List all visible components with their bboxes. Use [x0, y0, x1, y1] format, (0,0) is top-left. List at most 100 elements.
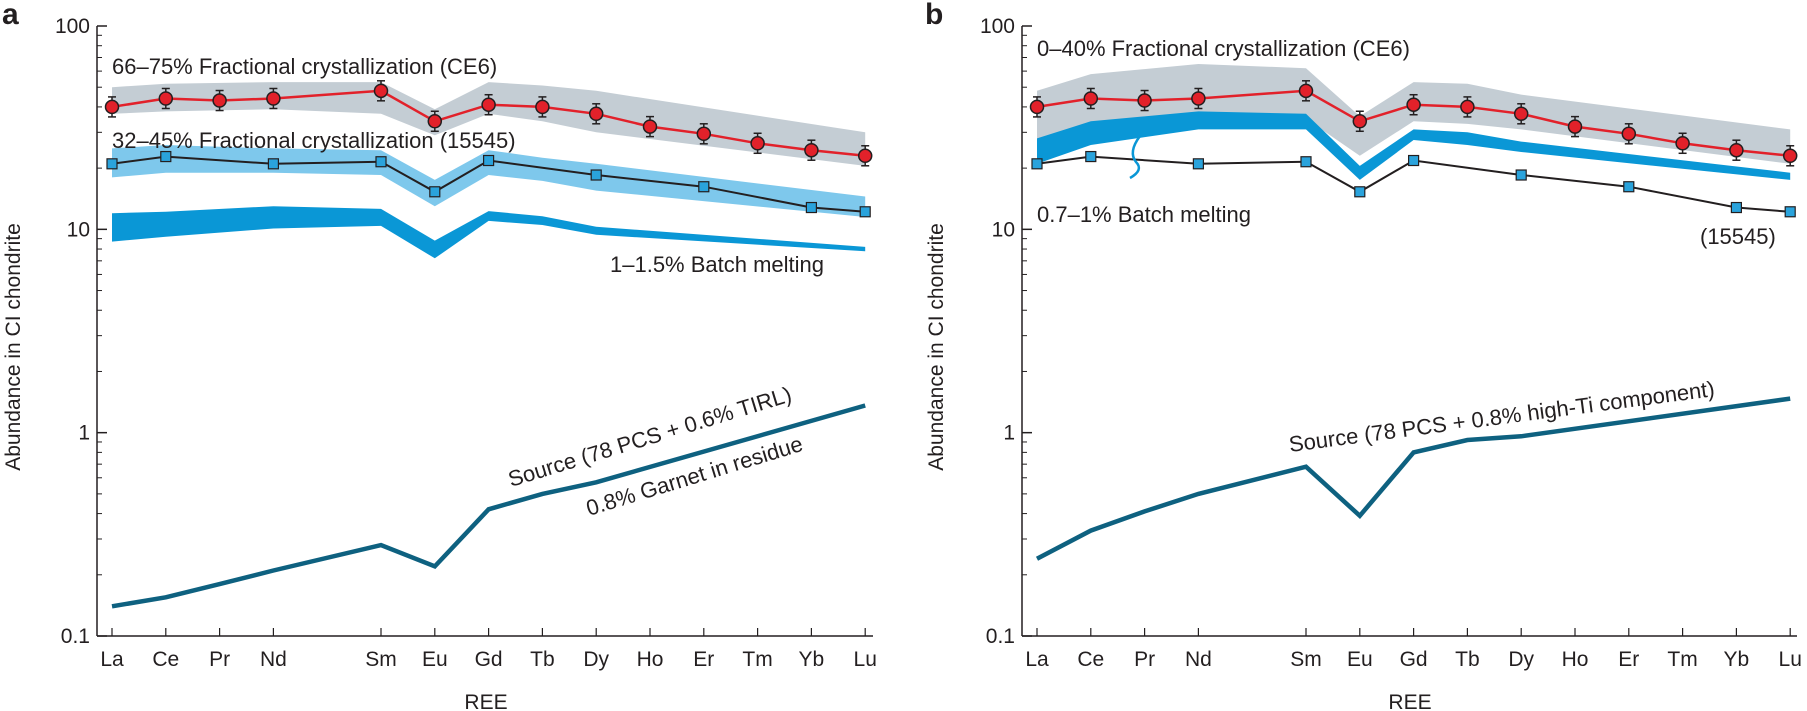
panel-b-letter: b: [925, 0, 943, 31]
data-point-15545: [1515, 169, 1527, 181]
series-line-source: [1035, 396, 1791, 561]
data-point-ce6: [1137, 93, 1152, 108]
data-point-ce6: [104, 99, 120, 115]
x-tick-label: Dy: [1508, 648, 1534, 671]
x-tick-label: Ho: [637, 648, 664, 671]
y-tick-label: 0.1: [61, 625, 90, 648]
y-tick-label: 100: [55, 15, 90, 38]
x-tick-label: Tb: [530, 648, 555, 671]
data-point-ce6: [642, 119, 658, 134]
x-tick-label: La: [100, 648, 124, 671]
data-point-15545: [1300, 156, 1312, 168]
x-axis-label: REE: [464, 691, 507, 711]
data-point-ce6: [427, 114, 443, 129]
x-tick-label: Gd: [475, 648, 503, 671]
x-tick-label: Lu: [854, 648, 877, 671]
x-tick-label: Er: [693, 648, 714, 671]
x-tick-label: Yb: [1724, 648, 1750, 671]
data-point-ce6: [1513, 106, 1529, 122]
data-point-15545: [106, 158, 118, 170]
x-axis-label: REE: [1388, 691, 1431, 711]
data-point-15545: [859, 206, 871, 218]
x-tick-label: Lu: [1779, 648, 1802, 671]
data-point-ce6: [1191, 91, 1206, 106]
x-tick-label: Yb: [799, 648, 825, 671]
band-gray: [112, 82, 866, 166]
x-tick-label: Er: [1618, 648, 1639, 671]
data-point-ce6: [1406, 97, 1421, 112]
y-tick-label: 10: [67, 218, 90, 241]
series-line-15545: [111, 155, 866, 213]
data-point-ce6: [1729, 142, 1744, 158]
data-point-15545: [483, 154, 495, 167]
series-line-ce6: [1036, 89, 1791, 158]
data-point-15545: [429, 186, 441, 198]
panel-a-chart: 0.1 1 10 100 La Ce Pr Nd Sm Eu Gd Tb Dy Ho Er Tm Yb Lu 66…: [2, 15, 877, 711]
x-tick-label: Dy: [583, 648, 609, 671]
data-point-15545: [1031, 158, 1043, 170]
batch-melting-leader: [1129, 135, 1142, 180]
data-point-ce6: [750, 136, 765, 151]
x-tick-label: Gd: [1400, 648, 1428, 671]
data-point-ce6: [1621, 126, 1637, 142]
data-point-ce6: [1460, 99, 1475, 115]
x-tick-label: Pr: [1134, 648, 1155, 671]
data-point-15545: [1085, 150, 1097, 163]
data-point-15545: [805, 201, 818, 214]
x-tick-label: Eu: [1347, 648, 1373, 671]
y-tick-label: 10: [992, 218, 1015, 241]
data-point-15545: [1784, 206, 1796, 218]
data-point-ce6: [535, 99, 550, 115]
x-tick-label: La: [1025, 648, 1049, 671]
data-point-15545: [1407, 154, 1420, 167]
data-point-15545: [1730, 201, 1743, 214]
x-tick-label: Eu: [422, 648, 448, 671]
data-point-15545: [375, 156, 387, 168]
data-point-ce6: [1567, 119, 1583, 134]
annotation-fc-ce6: 66–75% Fractional crystallization (CE6): [112, 54, 497, 79]
data-point-ce6: [1083, 91, 1099, 106]
annotation-batch-melting: 1–1.5% Batch melting: [610, 252, 824, 277]
data-point-ce6: [588, 106, 604, 122]
x-tick-label: Tb: [1455, 648, 1480, 671]
data-point-15545: [1192, 158, 1205, 170]
panel-a-letter: a: [2, 0, 19, 31]
x-tick-label: Sm: [365, 648, 397, 671]
data-point-15545: [1354, 186, 1366, 198]
data-point-15545: [1623, 181, 1635, 193]
x-tick-label: Sm: [1290, 648, 1322, 671]
data-point-ce6: [158, 91, 174, 106]
data-point-15545: [267, 158, 279, 170]
x-tick-label: Tm: [742, 648, 772, 671]
data-point-ce6: [857, 148, 873, 164]
data-point-15545: [590, 169, 602, 181]
data-point-ce6: [1298, 83, 1314, 99]
series-line-15545: [1036, 155, 1791, 213]
data-point-ce6: [1029, 99, 1045, 115]
data-point-ce6: [1675, 136, 1690, 151]
y-tick-label: 0.1: [986, 625, 1015, 648]
annotation-15545: (15545): [1700, 224, 1776, 249]
x-tick-label: Tm: [1667, 648, 1697, 671]
data-point-ce6: [266, 91, 281, 106]
panel-b-chart: 0.1 1 10 100 La Ce Pr Nd Sm Eu Gd Tb Dy Ho Er Tm Yb Lu 0–…: [925, 15, 1802, 711]
data-point-ce6: [373, 83, 389, 99]
y-axis-label: Abundance in CI chondrite: [2, 223, 25, 471]
data-point-15545: [160, 150, 172, 163]
data-point-ce6: [1352, 114, 1368, 129]
y-tick-label: 100: [980, 15, 1015, 38]
y-tick-label: 1: [1003, 422, 1015, 445]
series-line-ce6: [111, 89, 866, 158]
y-tick-label: 1: [78, 422, 90, 445]
x-tick-label: Pr: [209, 648, 230, 671]
x-tick-label: Ho: [1562, 648, 1589, 671]
series-line-source: [111, 403, 866, 609]
data-point-ce6: [481, 97, 496, 112]
x-tick-label: Ce: [1077, 648, 1104, 671]
annotation-fc-15545: 32–45% Fractional crystallization (15545…: [112, 128, 516, 153]
x-tick-label: Ce: [152, 648, 179, 671]
x-tick-label: Nd: [260, 648, 287, 671]
data-point-15545: [698, 181, 710, 193]
band-blue: [112, 206, 866, 259]
